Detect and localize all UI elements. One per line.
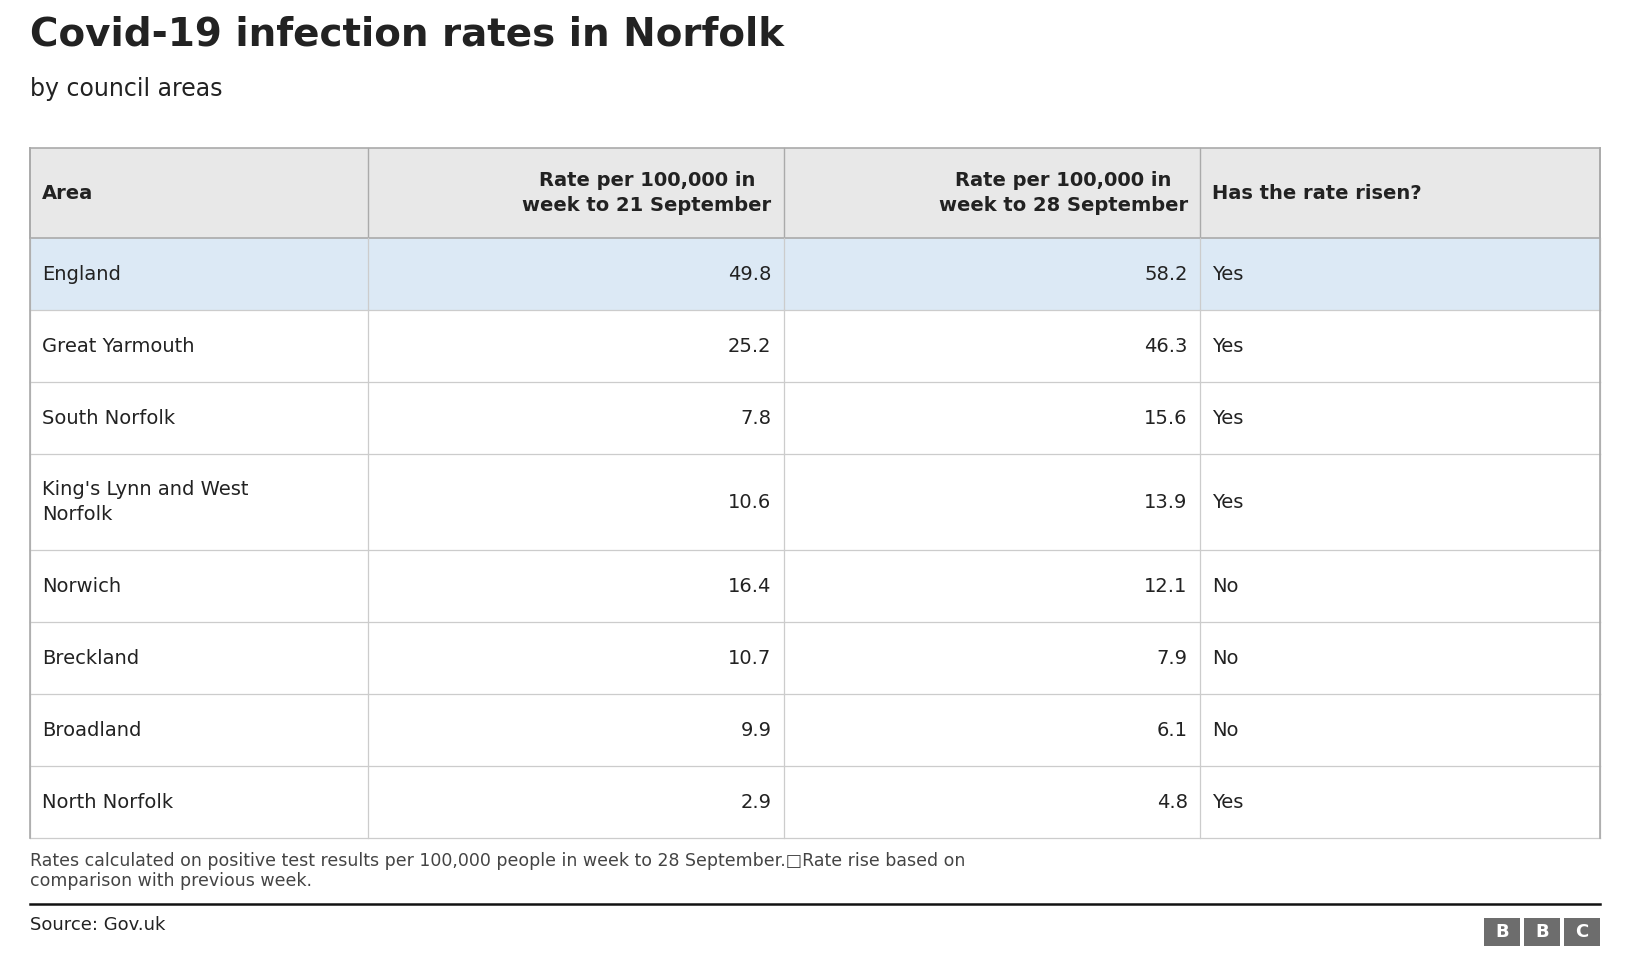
Text: South Norfolk: South Norfolk (42, 408, 175, 428)
Text: 6.1: 6.1 (1157, 720, 1188, 740)
Text: 7.9: 7.9 (1157, 648, 1188, 668)
Text: 13.9: 13.9 (1144, 493, 1188, 511)
Text: 46.3: 46.3 (1144, 336, 1188, 356)
Bar (29, 148, 1599, 238)
Text: 7.8: 7.8 (741, 408, 772, 428)
Text: B: B (1536, 923, 1549, 941)
Text: 49.8: 49.8 (728, 264, 772, 284)
Bar (1524, 918, 1560, 946)
Text: Yes: Yes (1211, 264, 1244, 284)
Text: 10.7: 10.7 (728, 648, 772, 668)
Text: 10.6: 10.6 (728, 493, 772, 511)
Text: Norwich: Norwich (42, 576, 121, 596)
Text: 25.2: 25.2 (728, 336, 772, 356)
Text: 2.9: 2.9 (741, 792, 772, 812)
Text: 58.2: 58.2 (1144, 264, 1188, 284)
Bar (29, 310, 1599, 382)
Text: North Norfolk: North Norfolk (42, 792, 173, 812)
Text: Broadland: Broadland (42, 720, 142, 740)
Text: Area: Area (42, 184, 93, 202)
Text: Yes: Yes (1211, 493, 1244, 511)
Bar (1563, 918, 1599, 946)
Bar (29, 382, 1599, 454)
Text: Has the rate risen?: Has the rate risen? (1211, 184, 1421, 202)
Text: Breckland: Breckland (42, 648, 139, 668)
Bar (1483, 918, 1519, 946)
Bar (29, 766, 1599, 838)
Text: Rate per 100,000 in
week to 28 September: Rate per 100,000 in week to 28 September (938, 171, 1188, 215)
Text: B: B (1495, 923, 1510, 941)
Text: Rates calculated on positive test results per 100,000 people in week to 28 Septe: Rates calculated on positive test result… (29, 852, 966, 870)
Bar (29, 238, 1599, 310)
Bar (29, 550, 1599, 622)
Text: Source: Gov.uk: Source: Gov.uk (29, 916, 165, 934)
Text: Covid-19 infection rates in Norfolk: Covid-19 infection rates in Norfolk (29, 15, 783, 53)
Text: Rate per 100,000 in
week to 21 September: Rate per 100,000 in week to 21 September (522, 171, 772, 215)
Text: 4.8: 4.8 (1157, 792, 1188, 812)
Text: Great Yarmouth: Great Yarmouth (42, 336, 194, 356)
Text: 12.1: 12.1 (1144, 576, 1188, 596)
Text: Yes: Yes (1211, 792, 1244, 812)
Text: Yes: Yes (1211, 408, 1244, 428)
Text: England: England (42, 264, 121, 284)
Text: Yes: Yes (1211, 336, 1244, 356)
Text: No: No (1211, 648, 1239, 668)
Text: King's Lynn and West
Norfolk: King's Lynn and West Norfolk (42, 480, 248, 524)
Text: 15.6: 15.6 (1144, 408, 1188, 428)
Bar (29, 454, 1599, 550)
Text: 9.9: 9.9 (741, 720, 772, 740)
Text: by council areas: by council areas (29, 77, 222, 101)
Bar (29, 622, 1599, 694)
Text: No: No (1211, 576, 1239, 596)
Bar (29, 694, 1599, 766)
Text: C: C (1575, 923, 1588, 941)
Text: 16.4: 16.4 (728, 576, 772, 596)
Text: comparison with previous week.: comparison with previous week. (29, 872, 312, 890)
Text: No: No (1211, 720, 1239, 740)
